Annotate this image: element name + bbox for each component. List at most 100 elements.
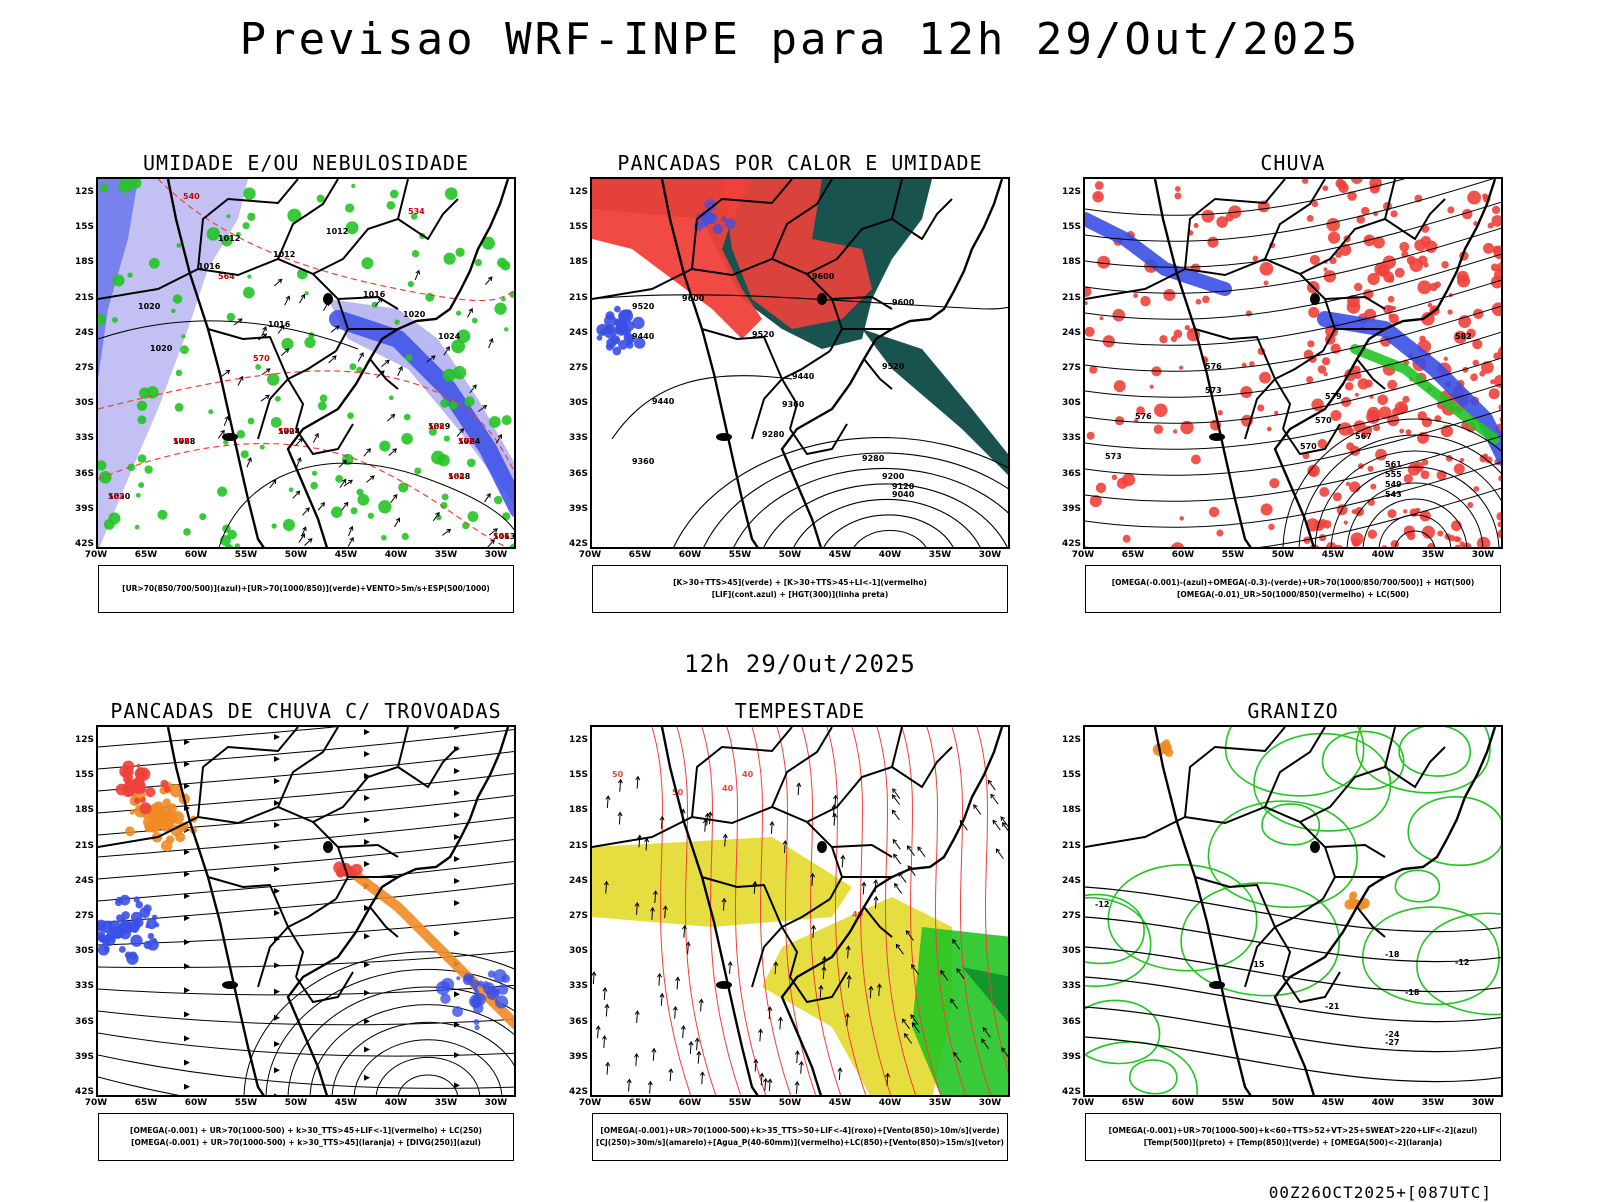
lat-tick-label: 24S: [554, 876, 588, 886]
lon-tick-label: 30W: [481, 550, 511, 560]
field-patch: [713, 224, 723, 234]
field-patch: [134, 896, 140, 902]
wind-vector: [488, 540, 495, 547]
streamline-arrow: [184, 1060, 190, 1066]
field-patch: [1351, 179, 1363, 184]
field-patch: [442, 493, 449, 500]
contour-line: [702, 453, 1010, 549]
lon-tick-label: 30W: [1468, 1098, 1498, 1108]
field-patch: [621, 327, 630, 336]
lat-tick-label: 12S: [1047, 187, 1081, 197]
contour-label: 1020: [403, 310, 426, 319]
lat-tick-label: 15S: [1047, 770, 1081, 780]
field-patch: [1207, 237, 1218, 248]
field-patch: [112, 274, 124, 286]
panel-title: GRANIZO: [1083, 699, 1503, 723]
wind-vector: [467, 309, 472, 318]
field-patch: [1175, 186, 1181, 192]
field-patch: [347, 412, 354, 419]
wind-vector: [398, 367, 403, 376]
field-patch: [456, 311, 461, 316]
contour-line: [398, 1075, 458, 1097]
field-patch: [1174, 193, 1181, 200]
field-patch: [335, 475, 343, 483]
field-patch: [138, 454, 147, 463]
lat-tick-label: 15S: [60, 222, 94, 232]
streamline-arrow: [274, 888, 280, 894]
field-patch: [241, 450, 249, 458]
lon-tick-label: 65W: [625, 1098, 655, 1108]
field-patch: [1117, 478, 1128, 489]
field-patch: [1374, 263, 1387, 276]
field-patch: [1246, 310, 1252, 316]
field-patch: [440, 399, 449, 408]
wind-vector: [293, 491, 300, 498]
field-patch: [152, 822, 161, 831]
lon-tick-label: 70W: [81, 550, 111, 560]
streamline-arrow: [184, 939, 190, 945]
contour-line: [1085, 898, 1151, 986]
field-patch: [1302, 179, 1308, 184]
wind-vector: [778, 1017, 782, 1029]
field-patch: [1112, 309, 1125, 322]
field-patch: [145, 924, 149, 928]
field-patch: [493, 988, 497, 992]
wind-vector: [669, 1069, 673, 1081]
field-patch: [445, 187, 458, 200]
field-patch: [1097, 256, 1110, 269]
contour-label: 582: [1455, 332, 1472, 341]
field-patch: [472, 318, 478, 324]
streamline-arrow: [364, 933, 370, 939]
field-patch: [1473, 309, 1483, 319]
contour-line: [332, 1022, 516, 1097]
field-patch: [414, 467, 421, 474]
field-patch: [163, 798, 171, 806]
field-patch: [171, 309, 176, 314]
field-patch: [1368, 530, 1377, 539]
streamline-arrow: [364, 1047, 370, 1053]
wind-vector: [247, 458, 251, 467]
field-patch: [368, 513, 374, 519]
lat-tick-label: 18S: [60, 257, 94, 267]
lon-tick-label: 65W: [1118, 550, 1148, 560]
field-patch: [1355, 393, 1359, 397]
wind-vector: [862, 882, 866, 894]
field-patch: [473, 987, 478, 992]
wind-vector: [348, 538, 353, 547]
field-patch: [1216, 530, 1223, 537]
field-patch: [1324, 372, 1328, 376]
field-patch: [444, 436, 450, 442]
lon-tick-label: 45W: [1318, 550, 1348, 560]
field-patch: [1326, 218, 1340, 232]
lat-tick-label: 30S: [1047, 398, 1081, 408]
field-patch: [175, 403, 184, 412]
contour-label: 9600: [812, 272, 835, 281]
field-patch: [1406, 429, 1412, 435]
field-patch: [1173, 329, 1182, 338]
field-patch: [1447, 206, 1454, 213]
wind-vector: [387, 414, 394, 421]
field-patch: [1165, 748, 1174, 757]
field-patch: [108, 921, 113, 926]
field-patch: [486, 986, 500, 1000]
lat-tick-label: 27S: [1047, 911, 1081, 921]
lon-tick-label: 65W: [1118, 1098, 1148, 1108]
field-patch: [1417, 280, 1431, 294]
wind-vector: [673, 1007, 677, 1019]
field-patch: [243, 287, 255, 299]
field-patch: [125, 826, 135, 836]
field-patch: [611, 335, 620, 344]
field-patch: [154, 922, 159, 927]
streamline-arrow: [274, 989, 280, 995]
field-patch: [436, 981, 450, 995]
field-patch: [1499, 416, 1503, 422]
field-patch: [227, 530, 236, 539]
lat-tick-label: 33S: [60, 981, 94, 991]
field-patch: [304, 337, 315, 348]
field-patch: [345, 203, 354, 212]
field-patch: [489, 416, 501, 428]
lon-tick-label: 35W: [925, 550, 955, 560]
field-patch: [148, 933, 154, 939]
border-line: [1325, 845, 1385, 857]
wind-vector: [676, 977, 680, 989]
